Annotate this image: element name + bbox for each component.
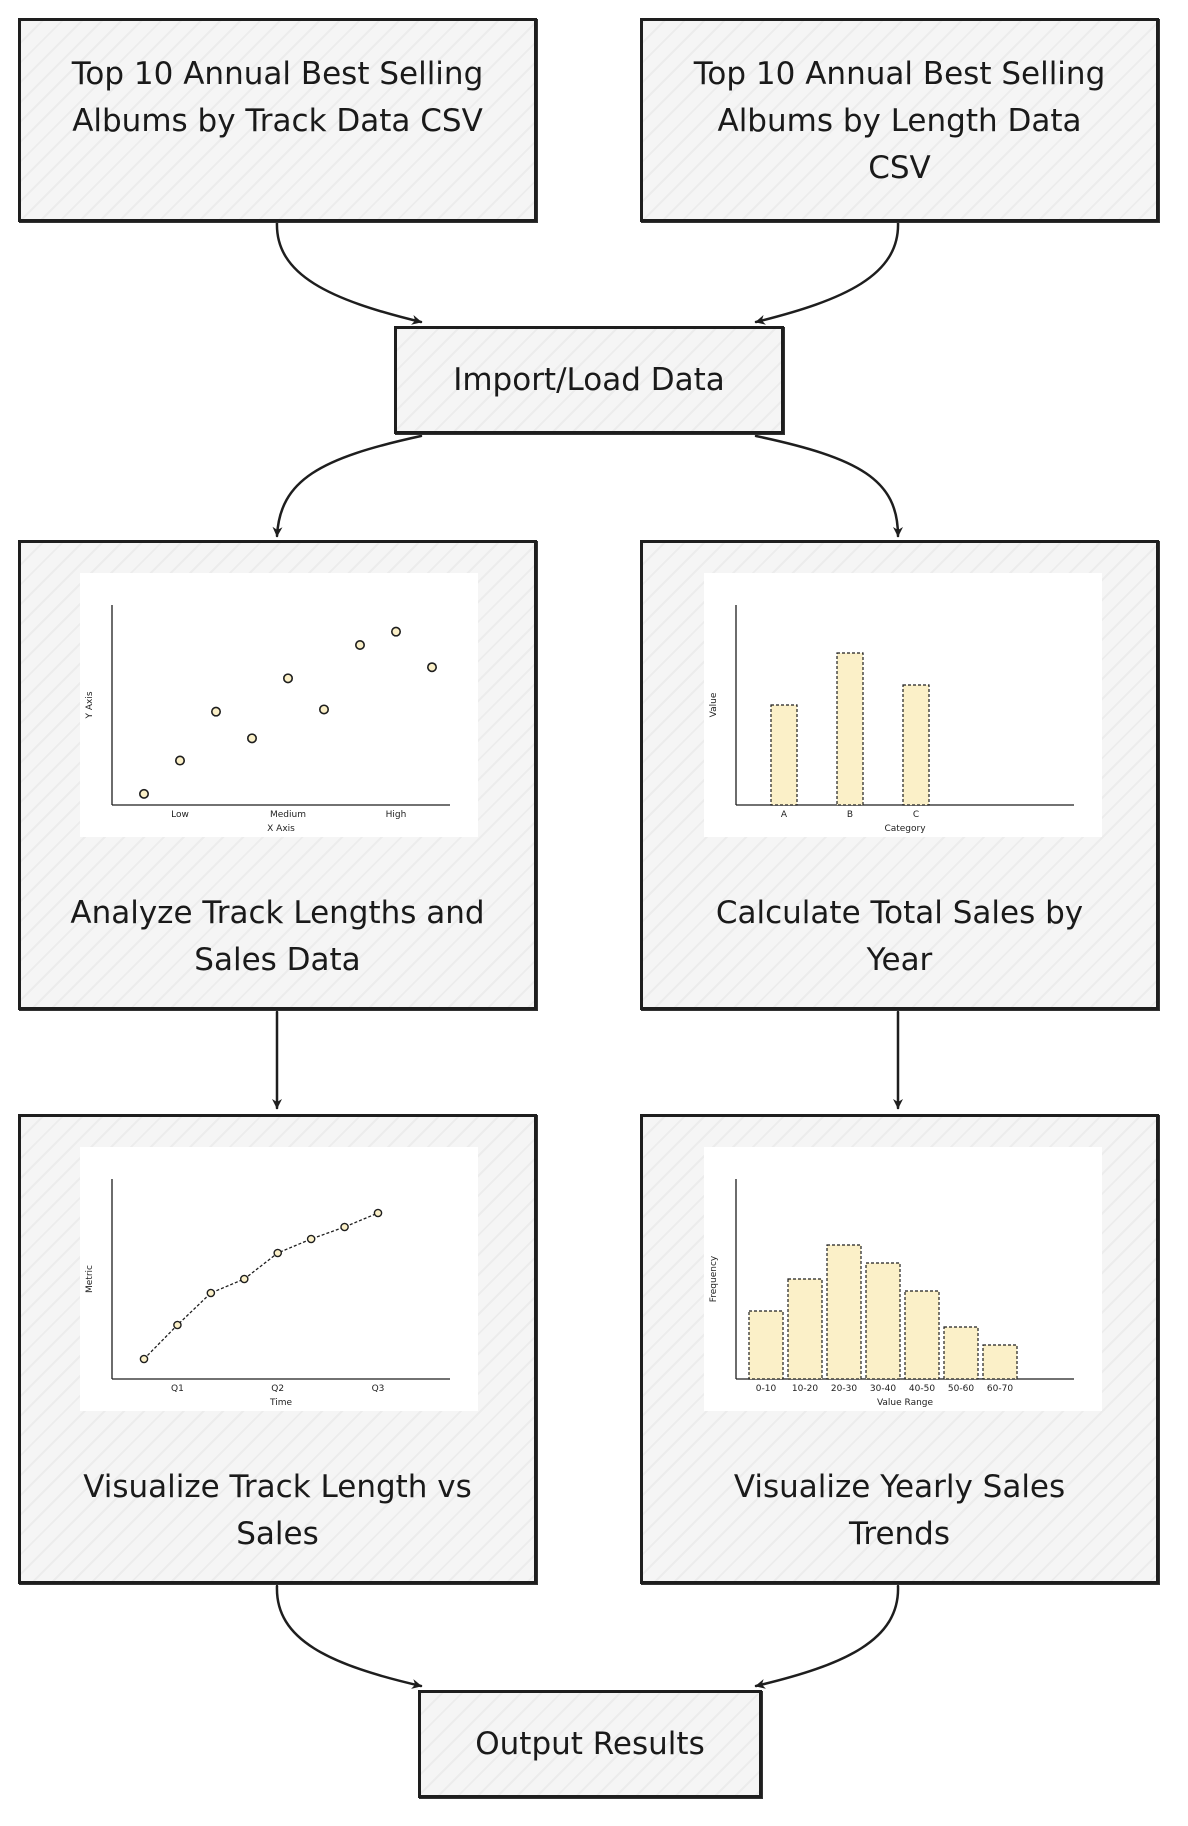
scatter-point: [319, 704, 330, 715]
bar-chart: A B C Category Value: [709, 605, 1074, 834]
line-chart: Q1 Q2 Q3 Time Metric: [85, 1179, 450, 1408]
viz-track-label: Visualize Track Length vs Sales: [83, 1469, 472, 1552]
histogram-bar: [982, 1344, 1018, 1380]
x-tick-label: Q3: [372, 1384, 385, 1394]
histogram-bar: [748, 1310, 784, 1380]
histogram-bar: [787, 1278, 823, 1380]
histogram-thumbnail: 0-10 10-20 20-30 30-40 40-50 50-60 60-70 Value …: [704, 1147, 1102, 1411]
output-node[interactable]: Output Results: [418, 1690, 762, 1798]
csv-track-node[interactable]: Top 10 Annual Best Selling Albums by Tra…: [18, 18, 537, 222]
x-tick-label: 40-50: [909, 1384, 935, 1394]
scatter-point: [283, 673, 294, 684]
line-point: [139, 1354, 149, 1364]
output-label: Output Results: [475, 1726, 705, 1762]
x-axis-title: Category: [884, 824, 926, 834]
x-tick-label: 10-20: [792, 1384, 818, 1394]
edge-import-to-analyze: [272, 434, 423, 538]
x-tick-label: Q1: [171, 1384, 184, 1394]
scatter-point: [354, 640, 365, 651]
line-point: [306, 1234, 316, 1244]
csv-length-label: Top 10 Annual Best Selling Albums by Len…: [693, 56, 1106, 186]
line-point: [239, 1274, 249, 1284]
x-tick-label: Medium: [270, 810, 306, 820]
histogram-bar: [826, 1244, 862, 1380]
x-tick-label: 20-30: [831, 1384, 857, 1394]
line-point: [273, 1248, 283, 1258]
edge-csv-length-to-import: [754, 220, 900, 325]
x-tick-label: B: [847, 810, 853, 820]
analyze-label: Analyze Track Lengths and Sales Data: [70, 895, 485, 978]
edge-csv-track-to-import: [275, 220, 423, 325]
x-tick-label: 60-70: [987, 1384, 1013, 1394]
scatter-point: [247, 733, 258, 744]
x-tick-label: Low: [171, 810, 189, 820]
histogram-bar: [865, 1262, 901, 1380]
csv-track-label: Top 10 Annual Best Selling Albums by Tra…: [71, 56, 484, 139]
line-point: [173, 1320, 182, 1330]
csv-length-node[interactable]: Top 10 Annual Best Selling Albums by Len…: [640, 18, 1159, 222]
scatter-point: [175, 755, 186, 766]
x-tick-label: 0-10: [756, 1384, 777, 1394]
edge-viz-track-to-output: [275, 1584, 423, 1689]
bar-chart-thumbnail: A B C Category Value: [704, 573, 1102, 837]
x-tick-label: High: [386, 810, 407, 820]
x-axis-title: Value Range: [877, 1398, 934, 1408]
histogram-chart: 0-10 10-20 20-30 30-40 40-50 50-60 60-70 Value …: [709, 1179, 1074, 1408]
y-axis-title: Metric: [85, 1265, 95, 1293]
x-tick-label: Q2: [271, 1384, 284, 1394]
y-axis-title: Y Axis: [85, 691, 95, 719]
line-chart-thumbnail: Q1 Q2 Q3 Time Metric: [80, 1147, 478, 1411]
scatter-chart-thumbnail: Low Medium High X Axis Y Axis: [80, 573, 478, 837]
line-point: [206, 1288, 216, 1298]
scatter-chart: Low Medium High X Axis Y Axis: [85, 605, 450, 834]
line-point: [373, 1208, 383, 1218]
import-label: Import/Load Data: [453, 362, 725, 398]
x-axis-title: X Axis: [267, 824, 295, 834]
calculate-node[interactable]: A B C Category Value Calculate Total Sales b…: [640, 540, 1159, 1010]
analyze-node[interactable]: Low Medium High X Axis Y Axis Analyze Track …: [18, 540, 537, 1010]
bar: [902, 684, 930, 806]
scatter-point: [390, 626, 401, 637]
bar: [770, 704, 798, 806]
x-tick-label: 50-60: [948, 1384, 974, 1394]
x-tick-label: C: [913, 810, 919, 820]
bar: [836, 652, 864, 806]
calculate-label: Calculate Total Sales by Year: [715, 895, 1084, 978]
viz-track-node[interactable]: Q1 Q2 Q3 Time Metric Visualize Track Length …: [18, 1114, 537, 1584]
viz-yearly-label: Visualize Yearly Sales Trends: [733, 1469, 1066, 1552]
import-node[interactable]: Import/Load Data: [394, 326, 784, 434]
scatter-point: [138, 788, 149, 799]
y-axis-title: Frequency: [709, 1255, 719, 1302]
y-axis-title: Value: [709, 692, 719, 717]
x-tick-label: A: [781, 810, 788, 820]
x-axis-title: Time: [269, 1398, 292, 1408]
line-point: [340, 1222, 349, 1232]
histogram-bar: [943, 1326, 979, 1380]
histogram-bar: [904, 1290, 940, 1380]
edge-import-to-calculate: [754, 434, 903, 538]
scatter-point: [211, 706, 222, 717]
x-tick-label: 30-40: [870, 1384, 896, 1394]
edge-viz-yearly-to-output: [754, 1584, 900, 1689]
scatter-point: [426, 662, 437, 673]
series-line: [143, 1212, 379, 1360]
viz-yearly-node[interactable]: 0-10 10-20 20-30 30-40 40-50 50-60 60-70 Value …: [640, 1114, 1159, 1584]
